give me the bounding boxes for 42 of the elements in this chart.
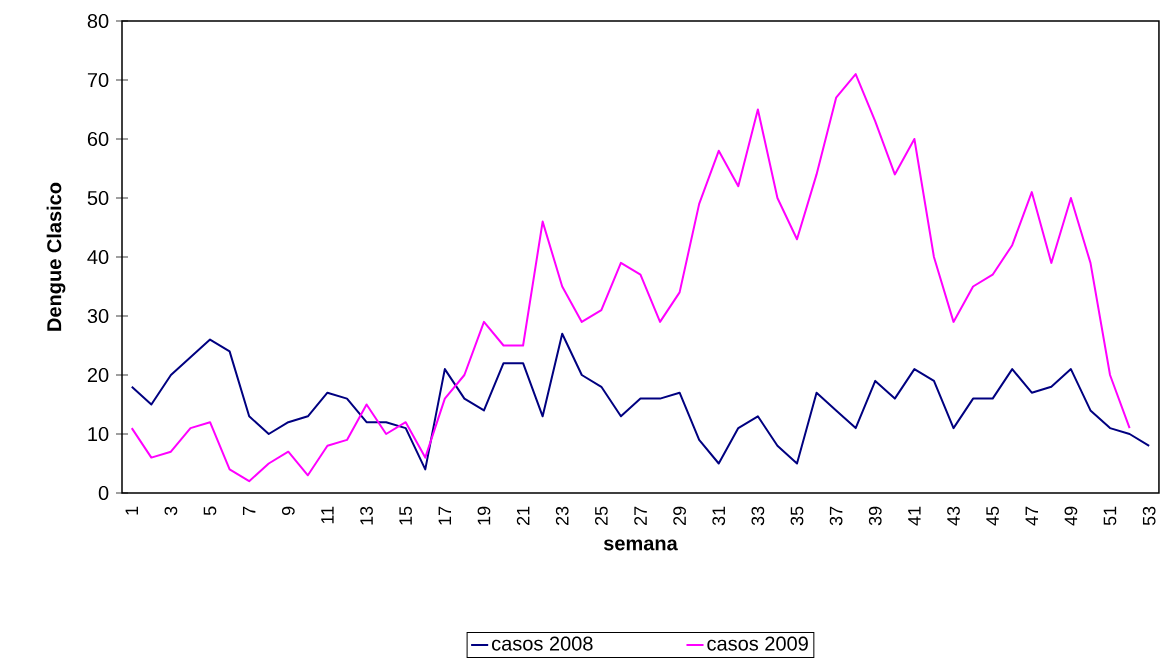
- x-tick-label: 47: [1025, 506, 1038, 526]
- x-tick-label: 1: [125, 506, 138, 515]
- x-tick-label: 25: [594, 506, 608, 525]
- x-tick-label: 33: [751, 506, 765, 526]
- x-tick-label: 49: [1064, 506, 1078, 526]
- x-tick-label: 7: [242, 506, 256, 515]
- x-tick-label: 3: [164, 506, 178, 516]
- x-tick-label: 21: [516, 506, 530, 525]
- y-tick-label: 10: [88, 426, 109, 442]
- x-tick-label: 5: [203, 506, 217, 516]
- x-tick-label: 35: [790, 506, 804, 526]
- x-tick-label: 17: [438, 506, 452, 525]
- x-tick-label: 51: [1103, 506, 1117, 526]
- x-tick-label: 29: [673, 506, 686, 525]
- x-tick-label: 31: [712, 506, 726, 526]
- y-tick-label: 50: [87, 190, 109, 206]
- y-tick-label: 0: [98, 485, 109, 501]
- x-tick-label: 27: [634, 506, 647, 525]
- x-tick-label: 45: [986, 506, 999, 526]
- y-tick-label: 80: [87, 13, 109, 29]
- x-tick-label: 15: [399, 506, 412, 525]
- y-tick-label: 40: [87, 249, 109, 265]
- y-tick-label: 30: [87, 308, 109, 324]
- x-tick-label: 53: [1142, 506, 1156, 526]
- line-series: [130, 73, 1131, 483]
- x-tick-label: 9: [281, 506, 295, 516]
- y-tick-label: 60: [87, 131, 109, 147]
- x-tick-label: 43: [947, 506, 960, 526]
- line-series: [130, 332, 1151, 471]
- y-axis-title: Dengue Clasico: [46, 182, 66, 331]
- legend-label: casos 2008: [492, 636, 593, 651]
- x-tick-label: 37: [829, 506, 843, 526]
- y-tick-label: 70: [87, 72, 109, 88]
- x-tick-label: 41: [908, 506, 921, 526]
- x-tick-label: 11: [321, 506, 334, 524]
- y-tick-label: 20: [87, 367, 109, 383]
- legend-label: casos 2009: [707, 636, 808, 651]
- x-tick-label: 39: [868, 506, 882, 526]
- x-axis-title: semana: [603, 539, 678, 551]
- x-tick-label: 19: [477, 506, 491, 525]
- x-tick-label: 13: [360, 506, 373, 525]
- x-tick-label: 23: [555, 506, 569, 525]
